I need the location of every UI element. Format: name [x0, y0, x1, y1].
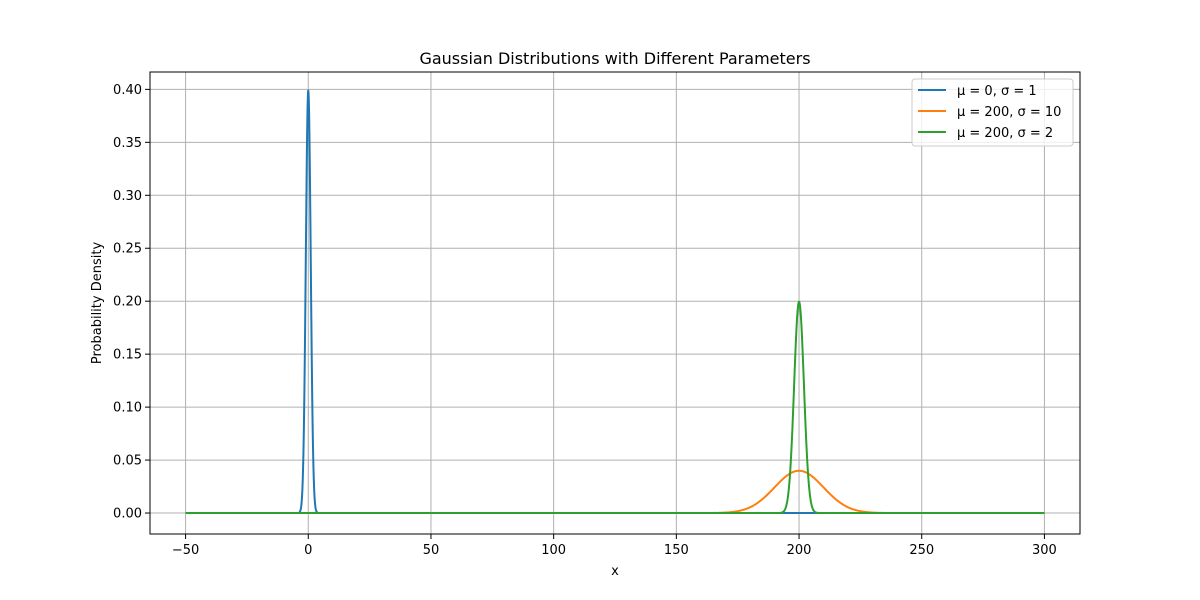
legend-label-series-0: μ = 0, σ = 1: [957, 84, 1037, 99]
x-tick-label: 250: [909, 543, 934, 558]
y-tick-label: 0.30: [113, 189, 142, 204]
y-tick-label: 0.35: [113, 136, 142, 151]
x-tick-label: 50: [423, 543, 440, 558]
legend: μ = 0, σ = 1 μ = 200, σ = 10 μ = 200, σ …: [911, 78, 1074, 147]
y-axis-ticks: 0.00 0.05 0.10 0.15 0.20 0.25 0.30 0.35 0.40: [113, 83, 150, 522]
x-tick-label: 300: [1032, 543, 1057, 558]
legend-label-series-2: μ = 200, σ = 2: [957, 126, 1053, 141]
x-tick-label: 0: [304, 543, 312, 558]
x-tick-label: −50: [172, 543, 199, 558]
legend-box: [911, 78, 1074, 147]
y-tick-label: 0.20: [113, 295, 142, 310]
y-tick-label: 0.40: [113, 83, 142, 98]
chart-title: Gaussian Distributions with Different Pa…: [419, 49, 810, 68]
y-tick-label: 0.10: [113, 401, 142, 416]
y-tick-label: 0.00: [113, 507, 142, 522]
x-axis-ticks: −50 0 50 100 150 200 250 300: [172, 534, 1057, 558]
x-tick-label: 200: [787, 543, 812, 558]
x-axis-label: x: [611, 564, 619, 579]
x-tick-label: 150: [664, 543, 689, 558]
x-tick-label: 100: [541, 543, 566, 558]
series-line-2: [184, 300, 1046, 515]
series-lines: [184, 89, 1046, 515]
y-axis-label: Probability Density: [90, 242, 105, 365]
y-tick-label: 0.05: [113, 454, 142, 469]
axes-frame: [149, 71, 1081, 535]
legend-label-series-1: μ = 200, σ = 10: [957, 105, 1061, 120]
y-tick-label: 0.25: [113, 242, 142, 257]
y-tick-label: 0.15: [113, 348, 142, 363]
